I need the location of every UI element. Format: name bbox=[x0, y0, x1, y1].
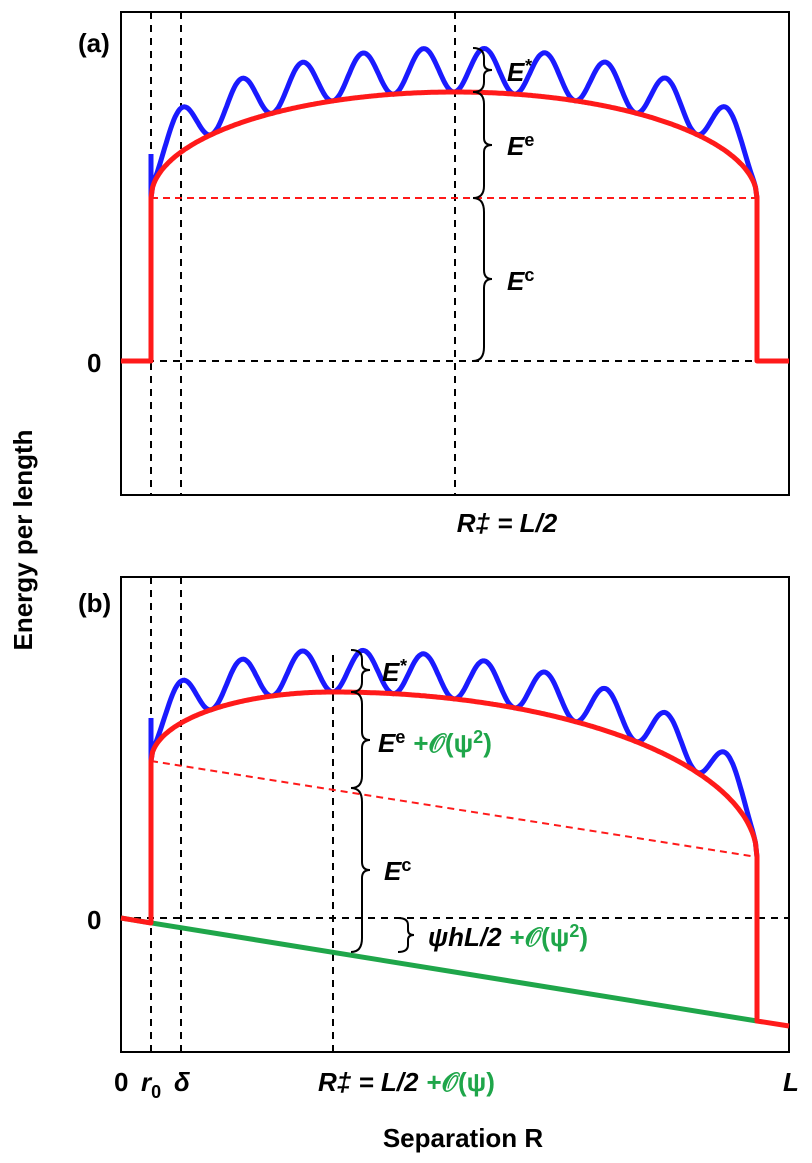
panel-b-energy-curve bbox=[120, 689, 790, 1029]
x-tick-zero: 0 bbox=[114, 1067, 128, 1097]
panel-b-ec-label: Ec bbox=[384, 855, 411, 886]
panel-b-tilt-line bbox=[120, 915, 758, 1024]
panel-a-frame bbox=[120, 11, 790, 496]
panel-b-core-level-line bbox=[150, 760, 758, 858]
panel-b-tilt-correction: +𝒪(ψ bbox=[510, 922, 570, 952]
panel-b: (b) 0 E* Ee +𝒪(ψ2) Ec ψhL/2 +𝒪(ψ2) 0 r0 δ … bbox=[78, 576, 799, 1102]
y-axis-label: Energy per length bbox=[8, 429, 38, 650]
panel-b-rdagger-correction: +𝒪(ψ) bbox=[426, 1067, 494, 1097]
panel-b-estar-label: E* bbox=[382, 656, 407, 687]
x-axis-label-text: Separation R bbox=[383, 1123, 544, 1153]
x-axis-label: Separation R bbox=[383, 1123, 544, 1153]
x-tick-delta: δ bbox=[174, 1067, 190, 1097]
panel-a-zero-label: 0 bbox=[87, 348, 101, 378]
panel-a-ec-label: Ec bbox=[507, 265, 534, 296]
panel-b-tilt-label: ψhL/2 +𝒪(ψ2) bbox=[428, 921, 588, 952]
panel-b-frame bbox=[120, 576, 790, 1053]
x-tick-L: L bbox=[783, 1067, 799, 1097]
panel-a-energy-curve bbox=[121, 89, 789, 364]
panel-a-ee-label: Ee bbox=[507, 130, 534, 161]
panel-a-estar-label: E* bbox=[507, 56, 532, 87]
panel-b-estar-brace bbox=[350, 649, 371, 693]
panel-b-zero-label: 0 bbox=[87, 905, 101, 935]
panel-a: (a) 0 E* Ee Ec R‡ = L/2 bbox=[78, 11, 790, 538]
panel-b-label: (b) bbox=[78, 588, 111, 618]
panel-b-ec-brace bbox=[350, 787, 371, 953]
panel-a-ee-brace bbox=[472, 91, 493, 199]
panel-a-rdagger-label: R‡ = L/2 bbox=[457, 508, 558, 538]
panel-a-label: (a) bbox=[78, 28, 110, 58]
panel-b-ee-label: Ee +𝒪(ψ2) bbox=[378, 727, 492, 758]
x-tick-r0: r0 bbox=[141, 1067, 161, 1102]
panel-a-estar-brace bbox=[472, 47, 493, 93]
panel-b-tilt-brace bbox=[397, 917, 415, 953]
panel-a-ec-brace bbox=[472, 197, 493, 362]
panel-b-rdagger-label: R‡ = L/2 +𝒪(ψ) bbox=[318, 1067, 495, 1097]
panel-b-ee-brace bbox=[350, 691, 371, 789]
panel-b-ee-correction: +𝒪(ψ bbox=[413, 728, 473, 758]
